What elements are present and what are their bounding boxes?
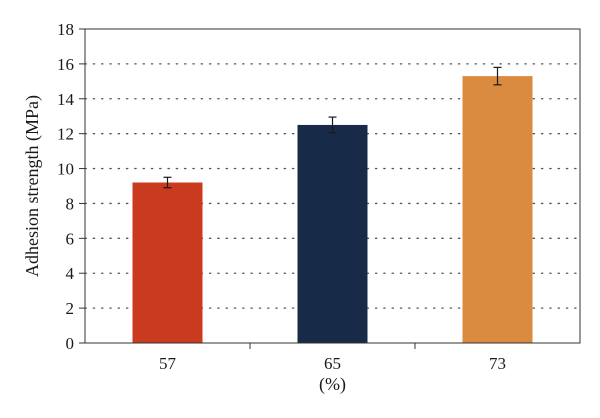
x-tick-label: 73 [489,354,506,373]
y-tick-label: 12 [57,125,74,144]
bar [297,124,368,343]
x-tick-label: 65 [324,354,341,373]
x-tick-label: 57 [159,354,177,373]
y-tick-label: 10 [57,160,74,179]
x-axis-ticks: 57 65 73 [159,343,506,373]
y-tick-label: 4 [66,264,75,283]
x-axis-title: (%) [319,374,346,395]
y-axis-ticks: 0 2 4 6 8 10 12 14 16 18 [57,20,85,353]
bars [132,76,533,343]
y-tick-label: 0 [66,334,75,353]
bar [462,76,533,343]
bar [132,182,203,343]
y-tick-label: 6 [66,229,75,248]
y-tick-label: 14 [57,90,75,109]
plot-frame [84,28,581,344]
y-tick-label: 2 [66,299,75,318]
error-bars [163,66,502,189]
y-axis-title: Adhesion strength (MPa) [22,95,43,277]
y-tick-label: 18 [57,20,74,39]
y-tick-label: 16 [57,55,74,74]
y-tick-label: 8 [66,194,75,213]
